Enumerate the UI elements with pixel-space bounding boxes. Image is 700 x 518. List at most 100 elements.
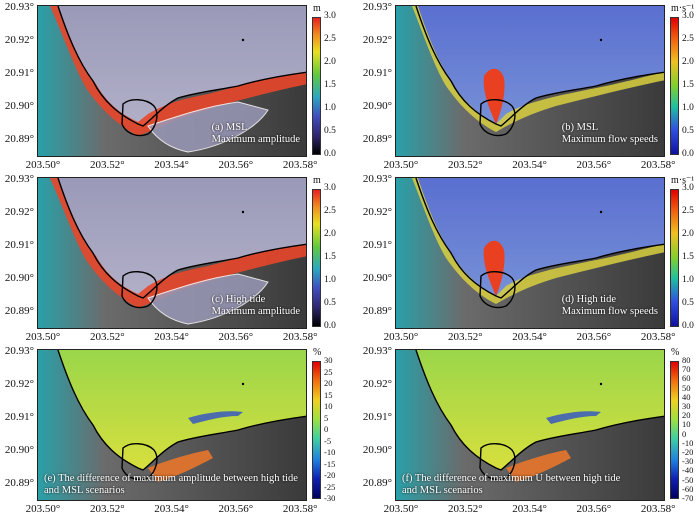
colorbar-tick-label: 1.0 xyxy=(682,275,694,285)
colorbar-tick-label: 0.5 xyxy=(324,298,336,308)
map-c xyxy=(38,178,306,328)
colorbar-tick-label: 30 xyxy=(324,355,333,365)
map-e xyxy=(38,350,306,500)
colorbar-tick-label: 2.0 xyxy=(324,57,336,67)
lon-tick-label: 203.52° xyxy=(89,331,125,343)
colorbar-tick-label: 2.0 xyxy=(682,57,694,67)
lon-tick-label: 203.56° xyxy=(218,159,254,171)
colorbar xyxy=(312,17,321,155)
colorbar-tick-label: -20 xyxy=(682,447,694,457)
lat-tick-label: 20.89° xyxy=(362,305,392,318)
map-frame: (f) The difference of maximum U between … xyxy=(395,349,665,501)
colorbar-tick-label: -70 xyxy=(682,493,694,503)
map-frame: (e) The difference of maximum amplitude … xyxy=(37,349,307,501)
speed-band xyxy=(412,178,664,304)
colorbar-unit: m xyxy=(313,175,321,186)
map-f xyxy=(396,350,664,500)
caption-line-1: (f) The difference of maximum U between … xyxy=(402,473,621,484)
panel-caption: (a) MSL Maximum amplitude xyxy=(212,122,300,146)
map-frame: (a) MSL Maximum amplitude xyxy=(37,5,307,157)
colorbar-tick-label: 0.0 xyxy=(682,321,694,331)
colorbar-tick-label: 2.0 xyxy=(682,229,694,239)
lon-tick-label: 203.56° xyxy=(218,331,254,343)
colorbar-tick-label: 3.0 xyxy=(682,183,694,193)
lat-tick-label: 20.92° xyxy=(4,34,34,47)
colorbar-tick-label: 10 xyxy=(682,419,691,430)
lagoon-outline xyxy=(479,271,516,309)
negative-patch xyxy=(546,411,601,424)
colorbar-tick-label: 3.0 xyxy=(682,11,694,21)
panel-caption: (b) MSL Maximum flow speeds xyxy=(562,122,658,146)
lat-tick-label: 20.93° xyxy=(4,1,34,13)
map-b xyxy=(396,6,664,156)
lat-tick-label: 20.89° xyxy=(4,305,34,318)
lat-tick-label: 20.89° xyxy=(362,477,392,490)
colorbar-tick-label: 15 xyxy=(324,389,333,400)
lat-tick-label: 20.93° xyxy=(362,173,392,185)
colorbar-tick-label: 25 xyxy=(324,366,333,377)
lat-tick-label: 20.89° xyxy=(362,133,392,146)
colorbar-tick-label: 5 xyxy=(324,412,329,423)
lon-tick-label: 203.54° xyxy=(154,159,189,171)
gauge-point xyxy=(599,38,603,42)
gauge-point xyxy=(241,210,245,214)
gauge-point xyxy=(241,38,245,42)
coastline xyxy=(57,350,306,471)
colorbar-tick-label: 70 xyxy=(682,364,691,375)
map-d xyxy=(396,178,664,328)
colorbar-tick-label: 80 xyxy=(682,355,691,365)
lon-tick-label: 203.52° xyxy=(447,159,483,171)
lon-tick-label: 203.58° xyxy=(640,503,676,515)
land-area xyxy=(396,178,664,328)
colorbar-unit: m·s⁻¹ xyxy=(671,3,695,14)
land-area xyxy=(396,350,664,500)
colorbar-tick-label: 1.5 xyxy=(324,252,336,262)
colorbar xyxy=(670,361,679,499)
lat-tick-label: 20.93° xyxy=(362,1,392,13)
lat-tick-label: 20.90° xyxy=(4,100,34,113)
inundation-band xyxy=(50,178,306,308)
colorbar-tick-label: -30 xyxy=(682,456,694,467)
lat-tick-label: 20.89° xyxy=(4,477,34,490)
lon-tick-label: 203.50° xyxy=(25,159,61,171)
lon-tick-label: 203.58° xyxy=(640,331,676,343)
coastline xyxy=(57,178,306,299)
map-frame: (d) High tide Maximum flow speeds xyxy=(395,177,665,329)
colorbar-tick-label: 0 xyxy=(682,428,687,439)
lat-tick-label: 20.90° xyxy=(362,100,392,113)
speed-band xyxy=(412,6,664,132)
lon-tick-label: 203.50° xyxy=(383,159,419,171)
lon-tick-label: 203.52° xyxy=(89,159,125,171)
lon-tick-label: 203.54° xyxy=(512,331,547,343)
colorbar xyxy=(312,361,321,499)
lon-tick-label: 203.58° xyxy=(282,159,318,171)
colorbar-tick-label: -40 xyxy=(682,465,694,476)
gauge-point xyxy=(241,382,245,386)
lon-tick-label: 203.58° xyxy=(640,159,676,171)
lon-tick-label: 203.52° xyxy=(447,503,483,515)
difference-band xyxy=(148,450,213,482)
lat-tick-label: 20.91° xyxy=(4,239,34,252)
colorbar-tick-label: 0.5 xyxy=(682,126,694,136)
lon-tick-label: 203.52° xyxy=(447,331,483,343)
colorbar-tick-label: -5 xyxy=(324,435,332,446)
lon-tick-label: 203.50° xyxy=(383,503,419,515)
colorbar-tick-label: -20 xyxy=(324,470,336,480)
lon-tick-label: 203.58° xyxy=(282,331,318,343)
lon-tick-label: 203.50° xyxy=(383,331,419,343)
caption-line-1: (e) The difference of maximum amplitude … xyxy=(44,473,298,484)
colorbar-tick-label: -10 xyxy=(324,447,336,457)
map-a xyxy=(38,6,306,156)
colorbar-tick-label: 50 xyxy=(682,382,691,393)
lagoon-outline xyxy=(121,99,158,137)
colorbar-unit: % xyxy=(671,347,680,358)
lon-tick-label: 203.54° xyxy=(512,159,547,171)
coastline xyxy=(415,350,664,471)
lat-tick-label: 20.90° xyxy=(4,272,34,285)
colorbar xyxy=(312,189,321,327)
lat-tick-label: 20.92° xyxy=(4,206,34,219)
land-area xyxy=(38,350,306,500)
map-frame: (c) High tide Maximum amplitude xyxy=(37,177,307,329)
colorbar-tick-label: 0.5 xyxy=(324,126,336,136)
colorbar-tick-label: 2.5 xyxy=(682,34,694,44)
